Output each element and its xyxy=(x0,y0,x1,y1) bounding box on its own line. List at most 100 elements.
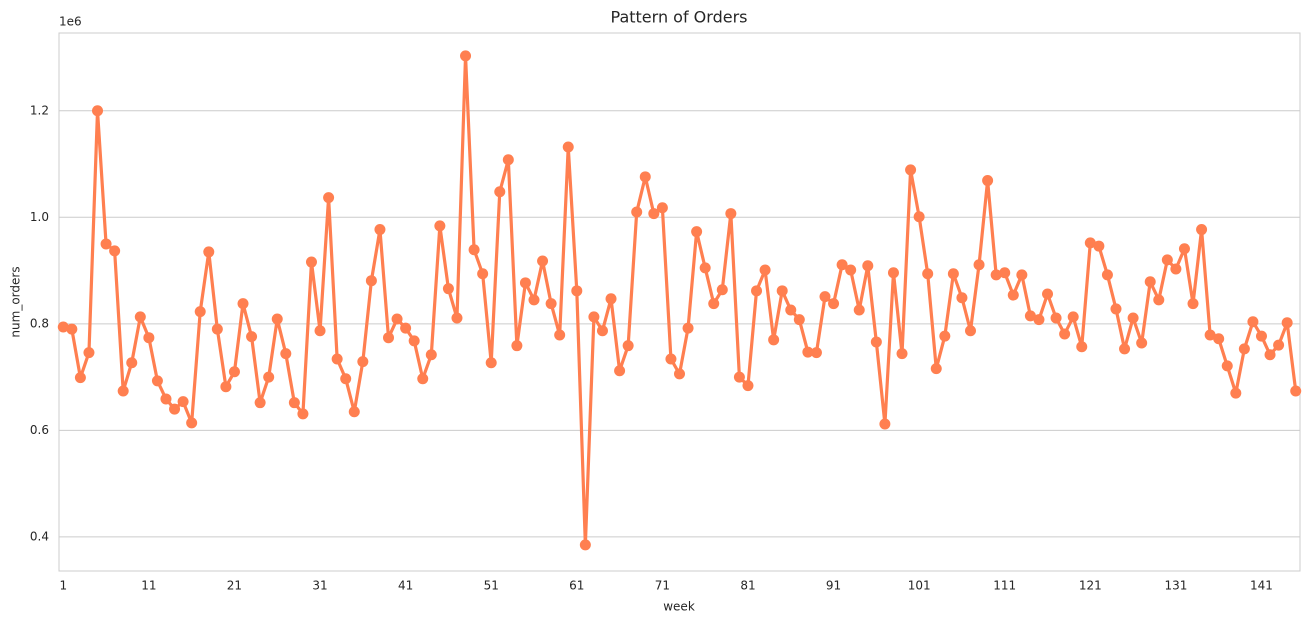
point xyxy=(913,211,925,223)
x-tick-label: 81 xyxy=(740,579,755,593)
point xyxy=(1059,328,1071,340)
point xyxy=(451,312,463,324)
point xyxy=(519,277,531,289)
point xyxy=(1238,343,1250,355)
point xyxy=(639,171,651,183)
x-tick-label: 41 xyxy=(398,579,413,593)
point xyxy=(365,275,377,287)
point xyxy=(1247,316,1259,328)
point xyxy=(160,393,172,405)
point xyxy=(742,380,754,392)
x-tick-label: 141 xyxy=(1250,579,1273,593)
point xyxy=(194,306,206,318)
point xyxy=(999,267,1011,279)
point xyxy=(400,322,412,334)
point xyxy=(1093,240,1105,252)
point xyxy=(768,334,780,346)
point xyxy=(596,325,608,337)
point xyxy=(271,313,283,325)
point xyxy=(357,356,369,368)
point xyxy=(460,50,472,62)
point xyxy=(853,304,865,316)
point xyxy=(956,292,968,304)
point xyxy=(57,321,69,333)
point xyxy=(879,418,891,430)
point xyxy=(288,397,300,409)
point xyxy=(1281,317,1293,329)
point xyxy=(1050,312,1062,324)
point xyxy=(982,175,994,187)
point xyxy=(134,311,146,323)
point xyxy=(656,202,668,214)
point xyxy=(674,368,685,380)
point xyxy=(1264,349,1276,361)
point xyxy=(802,346,814,358)
point xyxy=(1170,263,1182,275)
point xyxy=(665,353,677,365)
point xyxy=(1042,288,1054,300)
y-offset-label: 1e6 xyxy=(59,15,82,29)
point xyxy=(1127,312,1139,324)
x-tick-label: 1 xyxy=(59,579,67,593)
point xyxy=(211,323,223,335)
point xyxy=(793,314,805,326)
point xyxy=(973,259,985,271)
point xyxy=(554,329,566,341)
point xyxy=(1161,254,1173,266)
point xyxy=(494,186,506,198)
point xyxy=(74,372,86,384)
point xyxy=(408,335,420,347)
point xyxy=(100,238,112,250)
x-tick-label: 71 xyxy=(655,579,670,593)
point xyxy=(776,285,788,297)
point xyxy=(1136,337,1148,349)
point xyxy=(1273,339,1285,351)
point xyxy=(254,397,266,409)
point xyxy=(1230,387,1242,399)
point xyxy=(246,331,258,343)
point xyxy=(126,357,138,369)
point xyxy=(263,371,275,383)
point xyxy=(169,403,181,415)
point xyxy=(297,408,309,420)
y-tick-label: 0.4 xyxy=(30,529,49,543)
point xyxy=(716,284,728,296)
point xyxy=(1196,224,1208,236)
point xyxy=(571,285,583,297)
point xyxy=(1024,310,1036,322)
point xyxy=(845,264,857,276)
point xyxy=(1033,314,1045,326)
point xyxy=(1213,333,1225,345)
point xyxy=(485,357,497,369)
point xyxy=(109,245,121,257)
y-tick-label: 0.6 xyxy=(30,423,49,437)
point xyxy=(314,325,326,337)
point xyxy=(434,220,446,232)
y-axis-label: num_orders xyxy=(9,266,23,337)
point xyxy=(1119,343,1131,355)
point xyxy=(1187,298,1199,310)
point xyxy=(990,269,1002,281)
point xyxy=(836,259,848,271)
point xyxy=(280,348,292,360)
point xyxy=(323,192,335,204)
point xyxy=(305,256,317,268)
point xyxy=(237,298,249,310)
point xyxy=(228,366,240,378)
x-tick-label: 111 xyxy=(993,579,1016,593)
point xyxy=(66,323,78,335)
y-tick-label: 1.0 xyxy=(30,210,49,224)
point xyxy=(588,311,600,323)
point xyxy=(391,313,403,325)
point xyxy=(819,291,831,303)
point xyxy=(751,285,763,297)
point xyxy=(425,349,437,361)
point xyxy=(92,105,104,117)
point xyxy=(186,417,198,429)
point xyxy=(417,373,429,385)
point xyxy=(562,141,574,153)
point xyxy=(1255,330,1267,342)
x-tick-label: 121 xyxy=(1079,579,1102,593)
x-tick-label: 21 xyxy=(227,579,242,593)
point xyxy=(151,375,163,387)
